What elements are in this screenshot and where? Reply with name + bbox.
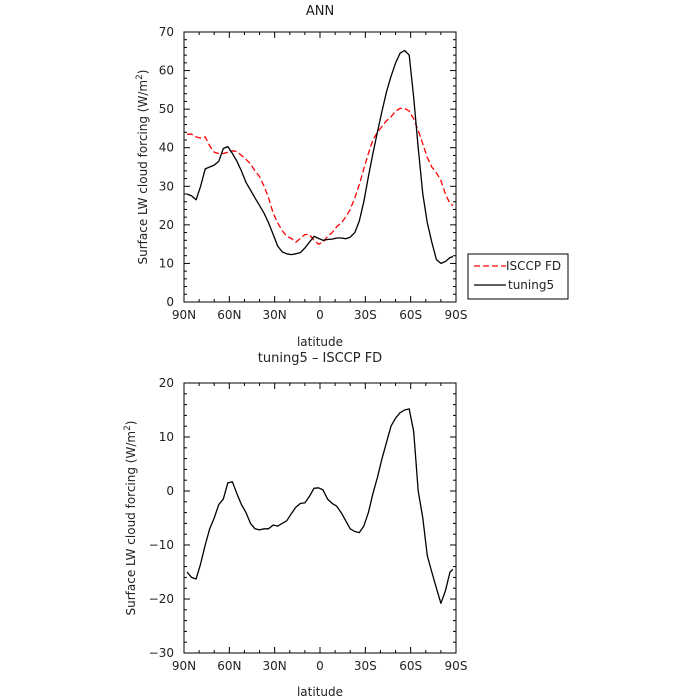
bottom-x-tick-label: 0 bbox=[316, 659, 324, 673]
top-x-tick-label: 90S bbox=[445, 308, 468, 322]
bottom-y-tick-label: 0 bbox=[166, 484, 174, 498]
legend-label-tuning5: tuning5 bbox=[508, 278, 554, 292]
top-series-lines bbox=[186, 49, 454, 265]
bottom-series-lines bbox=[186, 408, 454, 604]
top-chart-title: ANN bbox=[306, 4, 334, 19]
top-x-tick-label: 0 bbox=[316, 308, 324, 322]
top-x-tick-label: 90N bbox=[172, 308, 196, 322]
bottom-x-tick-label: 30N bbox=[263, 659, 287, 673]
top-series-line-tuning5 bbox=[186, 49, 454, 265]
top-y-tick-label: 10 bbox=[159, 256, 174, 270]
bottom-series-line-difference bbox=[186, 408, 454, 604]
bottom-chart-title: tuning5 – ISCCP FD bbox=[258, 351, 382, 366]
bottom-x-axis-title: latitude bbox=[297, 685, 343, 699]
top-panel: ANN 90N 60N 30N 0 30S 60S 90S 0 10 20 30 40 50 60 70 l… bbox=[135, 4, 569, 349]
top-x-tick-label: 30S bbox=[354, 308, 377, 322]
bottom-y-tick-label: −10 bbox=[149, 538, 174, 552]
top-y-tick-label: 20 bbox=[159, 218, 174, 232]
bottom-plot-frame bbox=[183, 382, 457, 654]
top-x-tick-label: 60N bbox=[217, 308, 241, 322]
bottom-y-tick-label: 10 bbox=[159, 430, 174, 444]
bottom-y-axis-title: Surface LW cloud forcing (W/m2) bbox=[123, 420, 138, 615]
top-x-axis-title: latitude bbox=[297, 335, 343, 349]
bottom-x-tick-label: 30S bbox=[354, 659, 377, 673]
top-series-line-isccp-fd bbox=[187, 107, 454, 245]
bottom-y-tick-label: −20 bbox=[149, 592, 174, 606]
top-x-tick-label: 30N bbox=[263, 308, 287, 322]
top-axis-ticks: 90N 60N 30N 0 30S 60S 90S 0 10 20 30 40 50 60 70 bbox=[159, 25, 468, 322]
top-y-tick-label: 70 bbox=[159, 25, 174, 39]
legend-box bbox=[467, 253, 569, 300]
bottom-x-tick-label: 90S bbox=[445, 659, 468, 673]
legend: ISCCP FD tuning5 bbox=[467, 253, 569, 300]
top-y-tick-label: 30 bbox=[159, 179, 174, 193]
top-plot-frame bbox=[183, 31, 457, 303]
legend-label-isccp: ISCCP FD bbox=[506, 259, 561, 273]
bottom-x-tick-label: 60S bbox=[399, 659, 422, 673]
top-y-tick-label: 0 bbox=[166, 295, 174, 309]
bottom-panel: tuning5 – ISCCP FD 90N 60N 30N 0 30S 60S 90S −3… bbox=[123, 351, 467, 699]
top-y-tick-label: 60 bbox=[159, 64, 174, 78]
bottom-x-tick-label: 60N bbox=[217, 659, 241, 673]
top-y-tick-label: 50 bbox=[159, 102, 174, 116]
top-y-tick-label: 40 bbox=[159, 141, 174, 155]
top-x-tick-label: 60S bbox=[399, 308, 422, 322]
bottom-y-tick-label: 20 bbox=[159, 376, 174, 390]
bottom-axis-ticks: 90N 60N 30N 0 30S 60S 90S −30 −20 −10 0 10 20 bbox=[149, 376, 468, 673]
top-y-axis-title: Surface LW cloud forcing (W/m2) bbox=[135, 69, 150, 264]
bottom-y-tick-label: −30 bbox=[149, 646, 174, 660]
bottom-x-tick-label: 90N bbox=[172, 659, 196, 673]
